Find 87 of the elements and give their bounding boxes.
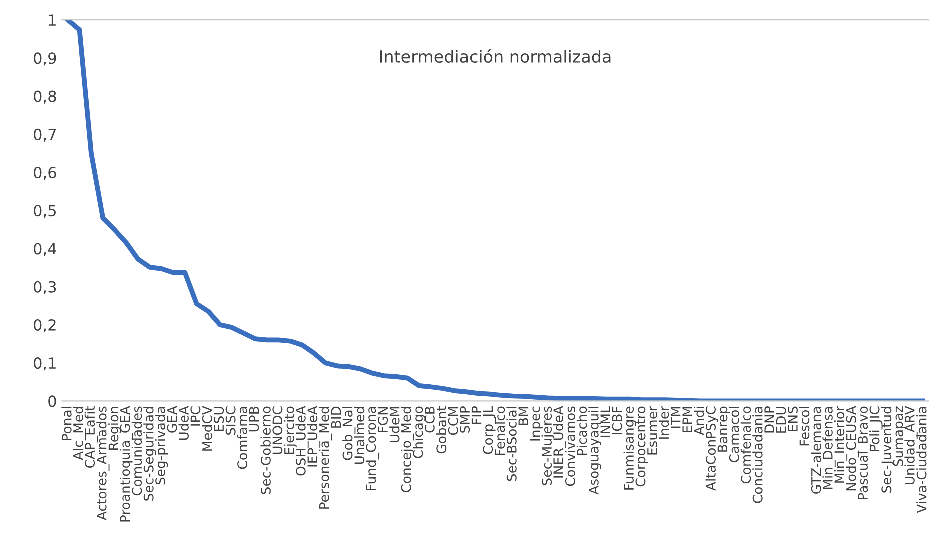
x-tick-label: Comunidades [132,406,142,496]
x-tick-label: CAP_Eafit [84,406,98,468]
x-tick-label: Banrep [718,406,730,452]
y-tick-label: 0,7 [34,128,56,142]
x-tick-label: Sec-Mujeres [542,406,555,486]
x-tick-label: Fund_Corona [366,407,380,490]
x-tick-label: Personeria_Med [319,407,332,509]
x-tick-label: UPB [249,406,260,432]
x-tick-label: SMP [460,406,470,433]
y-tick-label: 0,8 [34,90,56,104]
x-tick-label: Ponal [62,407,72,440]
x-tick-label: Region [108,407,122,450]
x-tick-label: Alc_Med [73,407,86,460]
x-tick-label: EDU [776,407,786,433]
x-tick-label: Sec-Juventud [881,407,894,493]
x-tick-label: Picacho [576,406,588,456]
x-tick-label: INML [600,406,610,438]
x-tick-label: Sec-BSocial [506,407,517,482]
x-tick-label: EPM [682,407,692,432]
x-tick-label: FIP [472,406,482,424]
x-tick-label: ITM [671,407,681,428]
y-tick-label: 0,6 [34,167,56,180]
x-tick-label: Nodo_CEUSA [846,406,860,491]
x-tick-label: Poli_JIC [870,406,883,452]
x-tick-label: FGN [378,407,388,432]
line-series [66,20,926,402]
x-tick-label: Min_Defensa [822,407,836,490]
x-tick-label: Inpec [530,406,543,441]
y-tick-label: 0,5 [34,205,56,218]
x-tick-label: Convivamos [565,406,576,486]
x-tick-label: Unidad_ARV [904,406,918,485]
x-tick-label: Pascual_Bravo [858,406,871,500]
x-tick-label: ICBF [612,406,622,435]
x-tick-label: Sec-Gobierno [260,406,271,494]
x-tick-label: ENS [788,406,798,432]
y-tick-label: 0,4 [34,243,56,256]
x-tick-label: Esumer [648,406,658,455]
x-tick-label: Chicago [412,406,426,458]
y-tick-label: 1 [49,14,56,26]
x-tick-label: Sumapaz [893,406,906,466]
x-tick-label: Ejercito [284,406,297,454]
x-tick-label: GTZ-alemana [811,407,822,494]
x-tick-label: IPC [190,406,201,426]
y-tick-label: 0,9 [34,52,56,66]
text: Intermediación normalizada [380,49,611,64]
x-tick-label: Corp_JL [483,406,496,454]
x-tick-label: Conciudadania [752,407,763,504]
x-tick-label: Andi [694,407,704,436]
y-tick-label: 0,2 [34,319,56,333]
x-tick-label: Funmisangre [624,406,637,490]
x-tick-label: DNP [764,406,774,433]
x-tick-label: BM [518,407,528,426]
x-tick-label: CCM [448,407,458,436]
y-tick-label: 0,3 [34,281,56,294]
x-tick-label: Camacol [729,407,740,463]
x-tick-label: UNODC [272,406,283,454]
x-tick-label: Actores_Armados [96,406,110,520]
x-tick-label: SISC [226,406,236,436]
x-tick-label: MedCV [202,406,212,451]
x-tick-label: Gobant [436,406,447,454]
x-tick-label: Fenalco [494,406,506,456]
x-tick-label: AltaConPSyC [706,406,719,491]
x-tick-label: OSH_UdeA [296,406,309,476]
x-tick-label: UdeM [390,407,400,442]
x-tick-label: Unalmed [354,407,365,464]
x-tick-label: Viva-Ciudadania [916,407,927,514]
x-tick-label: Sec-Seguridad [144,407,156,501]
x-tick-label: ESU [214,407,224,432]
x-tick-label: Concejo_Med [401,407,414,493]
x-tick-label: Inder [658,406,670,439]
y-tick-label: 0,1 [34,358,56,371]
x-tick-label: CCB [424,407,435,433]
x-tick-label: Comfenalco [740,406,752,484]
x-tick-label: IEP_UdeA [307,406,321,467]
x-tick-label: UdeA [178,406,189,440]
x-tick-label: Comfama [237,407,248,470]
y-tick-label: 0 [48,396,56,408]
x-tick-label: Asoguayaquil [588,407,602,495]
x-tick-label: Corpocentro [636,406,648,487]
x-tick-label: Fescol [799,407,810,446]
x-tick-label: Min_Interior [834,406,848,483]
x-tick-label: GEA [167,406,178,433]
x-tick-label: BID [331,406,342,428]
x-tick-label: Seg-privada [155,407,168,485]
x-tick-label: Gob_Nal [342,407,356,460]
x-tick-label: Proantioquia_GEA [120,406,134,522]
x-tick-label: INER_UdeA [553,406,566,478]
